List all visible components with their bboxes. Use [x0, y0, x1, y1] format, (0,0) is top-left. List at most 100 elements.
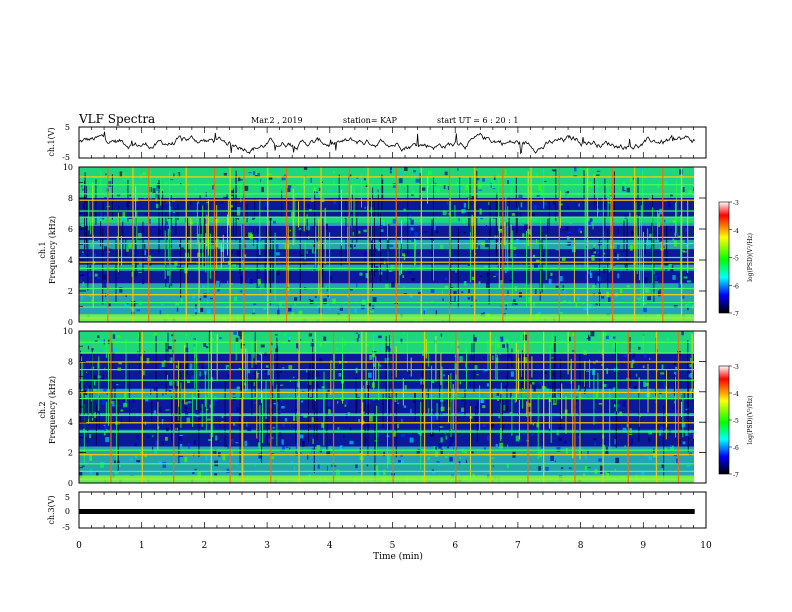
texture-speck: [116, 236, 119, 241]
vertical-streak: [205, 396, 207, 432]
vertical-streak: [342, 336, 343, 401]
texture-speck: [670, 228, 672, 231]
vertical-streak: [298, 201, 299, 228]
texture-speck: [138, 233, 142, 239]
vertical-streak: [475, 405, 477, 423]
texture-speck: [319, 343, 322, 347]
vertical-streak: [521, 350, 523, 406]
texture-speck: [381, 258, 384, 265]
texture-speck: [226, 193, 228, 199]
bright-line-6: [79, 422, 694, 424]
bright-line-4: [79, 287, 694, 290]
texture-speck: [169, 389, 172, 392]
texture-speck: [287, 334, 290, 340]
texture-speck: [185, 334, 188, 337]
texture-speck: [589, 272, 593, 278]
texture-speck: [672, 238, 675, 242]
texture-speck: [639, 167, 643, 173]
vertical-streak: [294, 194, 296, 245]
texture-speck: [577, 436, 580, 438]
vertical-streak: [254, 198, 256, 219]
texture-speck: [104, 367, 106, 371]
texture-speck: [387, 460, 391, 464]
bright-line-14: [79, 184, 694, 186]
bright-line-11: [79, 369, 694, 371]
texture-speck: [89, 294, 92, 297]
texture-speck: [534, 264, 538, 269]
texture-speck: [514, 396, 516, 403]
ch2-frequency-ylabel: Frequency (kHz): [48, 376, 57, 444]
texture-speck: [510, 187, 513, 193]
start-time-label: start UT = 6 : 20 : 1: [437, 116, 518, 125]
texture-speck: [522, 233, 525, 238]
texture-speck: [584, 168, 587, 174]
vertical-streak: [259, 199, 261, 255]
texture-speck: [685, 304, 690, 307]
texture-speck: [677, 235, 681, 238]
texture-speck: [392, 431, 397, 437]
vertical-streak: [240, 183, 242, 203]
texture-speck: [552, 199, 556, 205]
texture-speck: [264, 352, 267, 356]
vertical-streak: [276, 337, 278, 374]
texture-speck: [282, 367, 285, 369]
texture-speck: [263, 307, 267, 310]
texture-speck: [82, 428, 85, 431]
texture-speck: [686, 464, 691, 468]
vertical-streak: [287, 226, 289, 292]
texture-speck: [590, 173, 592, 176]
texture-speck: [520, 202, 523, 208]
vertical-streak: [162, 191, 164, 225]
vertical-streak: [88, 200, 90, 231]
vertical-streak: [526, 401, 528, 417]
texture-speck: [414, 195, 418, 198]
texture-speck: [337, 400, 339, 404]
vertical-streak: [198, 240, 200, 313]
time-tick-label: 7: [515, 541, 521, 551]
texture-speck: [606, 368, 608, 374]
texture-speck: [161, 361, 165, 367]
vertical-streak: [657, 210, 659, 242]
texture-speck: [81, 224, 85, 228]
texture-speck: [617, 253, 619, 260]
texture-speck: [114, 348, 118, 353]
texture-speck: [629, 212, 631, 218]
vertical-streak: [165, 211, 167, 287]
texture-speck: [614, 253, 617, 257]
texture-speck: [162, 441, 164, 446]
texture-speck: [411, 278, 416, 281]
texture-speck: [536, 194, 540, 197]
texture-speck: [105, 173, 107, 176]
texture-speck: [668, 181, 671, 186]
texture-speck: [346, 294, 349, 298]
texture-speck: [303, 261, 306, 265]
texture-speck: [352, 231, 354, 236]
texture-speck: [533, 217, 537, 222]
texture-speck: [423, 231, 428, 233]
texture-speck: [613, 387, 617, 392]
texture-speck: [236, 407, 239, 413]
vertical-streak: [687, 380, 689, 453]
colorbar-tick-label: -6: [733, 283, 739, 290]
texture-speck: [448, 407, 451, 410]
texture-speck: [85, 220, 87, 226]
burst-4: [213, 167, 216, 322]
texture-speck: [495, 444, 498, 447]
texture-speck: [258, 269, 260, 274]
texture-speck: [520, 333, 523, 339]
texture-speck: [201, 365, 204, 370]
texture-speck: [356, 338, 359, 343]
texture-speck: [552, 414, 555, 419]
texture-speck: [188, 443, 190, 449]
burst-17: [602, 331, 604, 483]
texture-speck: [446, 200, 448, 205]
texture-speck: [86, 371, 88, 373]
texture-speck: [332, 298, 336, 304]
vertical-streak: [261, 403, 262, 463]
vertical-streak: [636, 215, 638, 275]
vertical-streak: [464, 389, 466, 417]
texture-speck: [524, 224, 528, 230]
texture-speck: [248, 232, 252, 238]
texture-speck: [243, 336, 245, 339]
